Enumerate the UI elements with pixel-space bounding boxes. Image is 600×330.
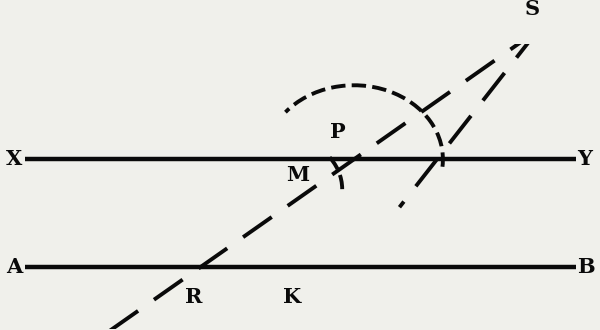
Text: A: A (6, 257, 22, 278)
Text: R: R (185, 287, 203, 307)
Text: P: P (329, 122, 345, 142)
Text: B: B (577, 257, 595, 278)
Text: X: X (6, 149, 22, 169)
Text: S: S (524, 0, 539, 19)
Text: Y: Y (577, 149, 592, 169)
Text: K: K (283, 287, 301, 307)
Text: M: M (286, 165, 309, 185)
